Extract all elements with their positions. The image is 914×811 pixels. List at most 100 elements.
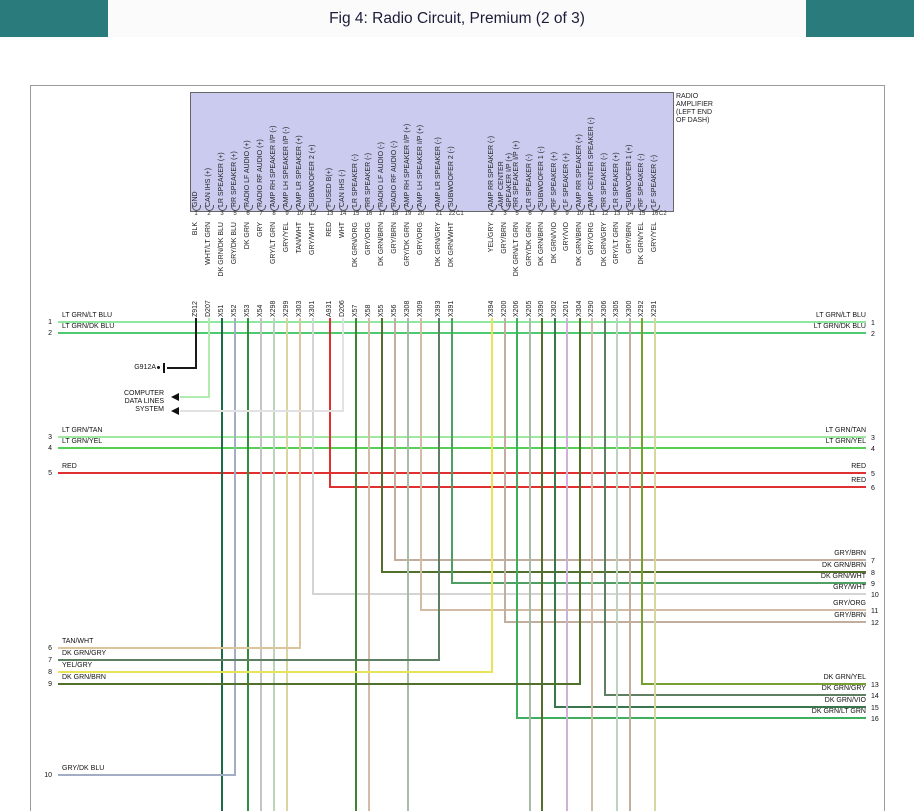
wire-label: DK GRN/GRY (821, 685, 866, 692)
wire-line (451, 582, 866, 584)
wire-label: RED (851, 463, 866, 470)
wire-line (312, 318, 314, 594)
wire-line (58, 472, 866, 474)
wire-label: GRY/BRN (834, 550, 866, 557)
pin-function-label: SUBWOOFER 1 (-) (538, 146, 545, 207)
pin-number: 3 (220, 211, 224, 217)
pin-number: 6 (528, 211, 532, 217)
circuit-id-label: X309 (417, 300, 424, 317)
circuit-id-label: D206 (339, 300, 346, 317)
pin-function-label: RADIO RF AUDIO (-) (391, 140, 398, 207)
pin-cavity-icon (205, 205, 214, 211)
wire-line (641, 318, 643, 684)
wire-number: 9 (48, 681, 52, 688)
wire-label: TAN/WHT (62, 638, 94, 645)
computer-note-line: DATA LINES (124, 398, 164, 405)
pin-number: 6 (246, 211, 250, 217)
wire-number: 3 (871, 435, 875, 442)
wire-label: DK GRN/YEL (823, 674, 866, 681)
pin-function-label: AMP LH SPEAKER I/P (+) (417, 124, 424, 207)
pin-function-label: RR SPEAKER (-) (365, 152, 372, 207)
diagram-border (30, 85, 885, 811)
wire-label: DK GRN/BRN (62, 674, 106, 681)
circuit-id-label: X298 (270, 300, 277, 317)
wire-label: LT GRN/TAN (825, 427, 866, 434)
circuit-id-label: X205 (526, 300, 533, 317)
pin-function-label: RF SPEAKER (+) (551, 151, 558, 207)
pin-function-label: AMP RH SPEAKER I/P (+) (404, 123, 411, 207)
wire-label: GRY/WHT (833, 584, 866, 591)
pin-number: 21 (435, 211, 443, 217)
pin-cavity-icon (378, 205, 387, 211)
pin-number: 11 (588, 211, 596, 217)
pin-function-label: AMP CENTER SPEAKER (-) (588, 117, 595, 207)
wire-line (208, 318, 210, 397)
wire-line (329, 486, 866, 488)
wire-line (195, 318, 197, 368)
wire-line (342, 318, 344, 411)
circuit-id-label: X54 (257, 304, 264, 317)
wire-number: 16 (871, 716, 879, 723)
pin-cavity-icon (218, 205, 227, 211)
wire-number: 7 (48, 657, 52, 664)
circuit-id-label: Z912 (192, 301, 199, 317)
circuit-id-label: X51 (218, 304, 225, 317)
pin-cavity-icon (352, 205, 361, 211)
pin-number: 5 (233, 211, 237, 217)
wire-label: GRY/ORG (833, 600, 866, 607)
title-panel: Fig 4: Radio Circuit, Premium (2 of 3) (108, 0, 806, 37)
circuit-id-label: X55 (378, 304, 385, 317)
wire-line (312, 593, 866, 595)
wire-color-label: BLK (192, 222, 199, 236)
wire-number: 12 (871, 620, 879, 627)
wire-number: 11 (871, 608, 879, 615)
splice-bar-icon (163, 363, 165, 373)
pin-cavity-icon (296, 205, 305, 211)
wire-label: LT GRN/YEL (825, 438, 866, 445)
wire-color-label: DK GRN/YEL (638, 222, 645, 265)
wire-line (180, 410, 344, 412)
computer-note-line: SYSTEM (135, 406, 164, 413)
wire-line (504, 621, 866, 623)
wire-line (579, 318, 581, 684)
wire-label: LT GRN/TAN (62, 427, 103, 434)
splice-dot-icon (157, 366, 160, 369)
wire-color-label: DK GRN/GRY (601, 222, 608, 267)
circuit-id-label: X302 (551, 300, 558, 317)
circuit-id-label: X57 (352, 304, 359, 317)
wire-number: 14 (871, 693, 879, 700)
pin-function-label: LR SPEAKER (-) (526, 154, 533, 207)
wire-color-label: DK GRN/ORG (352, 222, 359, 268)
wire-line (616, 318, 618, 811)
wire-number: 9 (871, 581, 875, 588)
wire-number: 2 (48, 330, 52, 337)
pin-function-label: RR SPEAKER (-) (601, 152, 608, 207)
wire-line (591, 318, 593, 811)
wire-number: 10 (44, 772, 52, 779)
wire-color-label: DK GRN/VIO (551, 222, 558, 264)
wire-number: 3 (48, 434, 52, 441)
wire-line (58, 447, 866, 449)
pin-cavity-icon (391, 205, 400, 211)
wire-color-label: RED (326, 222, 333, 237)
pin-function-label: LR SPEAKER (-) (352, 154, 359, 207)
pin-function-label: RF SPEAKER (-) (638, 153, 645, 207)
pin-cavity-icon (283, 205, 292, 211)
circuit-id-label: X394 (488, 300, 495, 317)
wire-number: 1 (48, 319, 52, 326)
wire-number: 4 (871, 446, 875, 453)
pin-number: 2 (207, 211, 211, 217)
wire-number: 8 (871, 570, 875, 577)
wire-color-label: GRY/ORG (417, 222, 424, 255)
wire-line (58, 671, 493, 673)
pin-cavity-icon (513, 205, 522, 211)
wire-color-label: GRY/ORG (588, 222, 595, 255)
pin-cavity-icon (526, 205, 535, 211)
pin-cavity-icon (417, 205, 426, 211)
wire-label: YEL/GRY (62, 662, 93, 669)
wire-line (641, 683, 866, 685)
wire-color-label: DK GRN/WHT (448, 222, 455, 268)
pin-function-label: AMP LR SPEAKER (+) (296, 135, 303, 207)
wire-label: GRY/BRN (834, 612, 866, 619)
pin-number: 9 (565, 211, 569, 217)
